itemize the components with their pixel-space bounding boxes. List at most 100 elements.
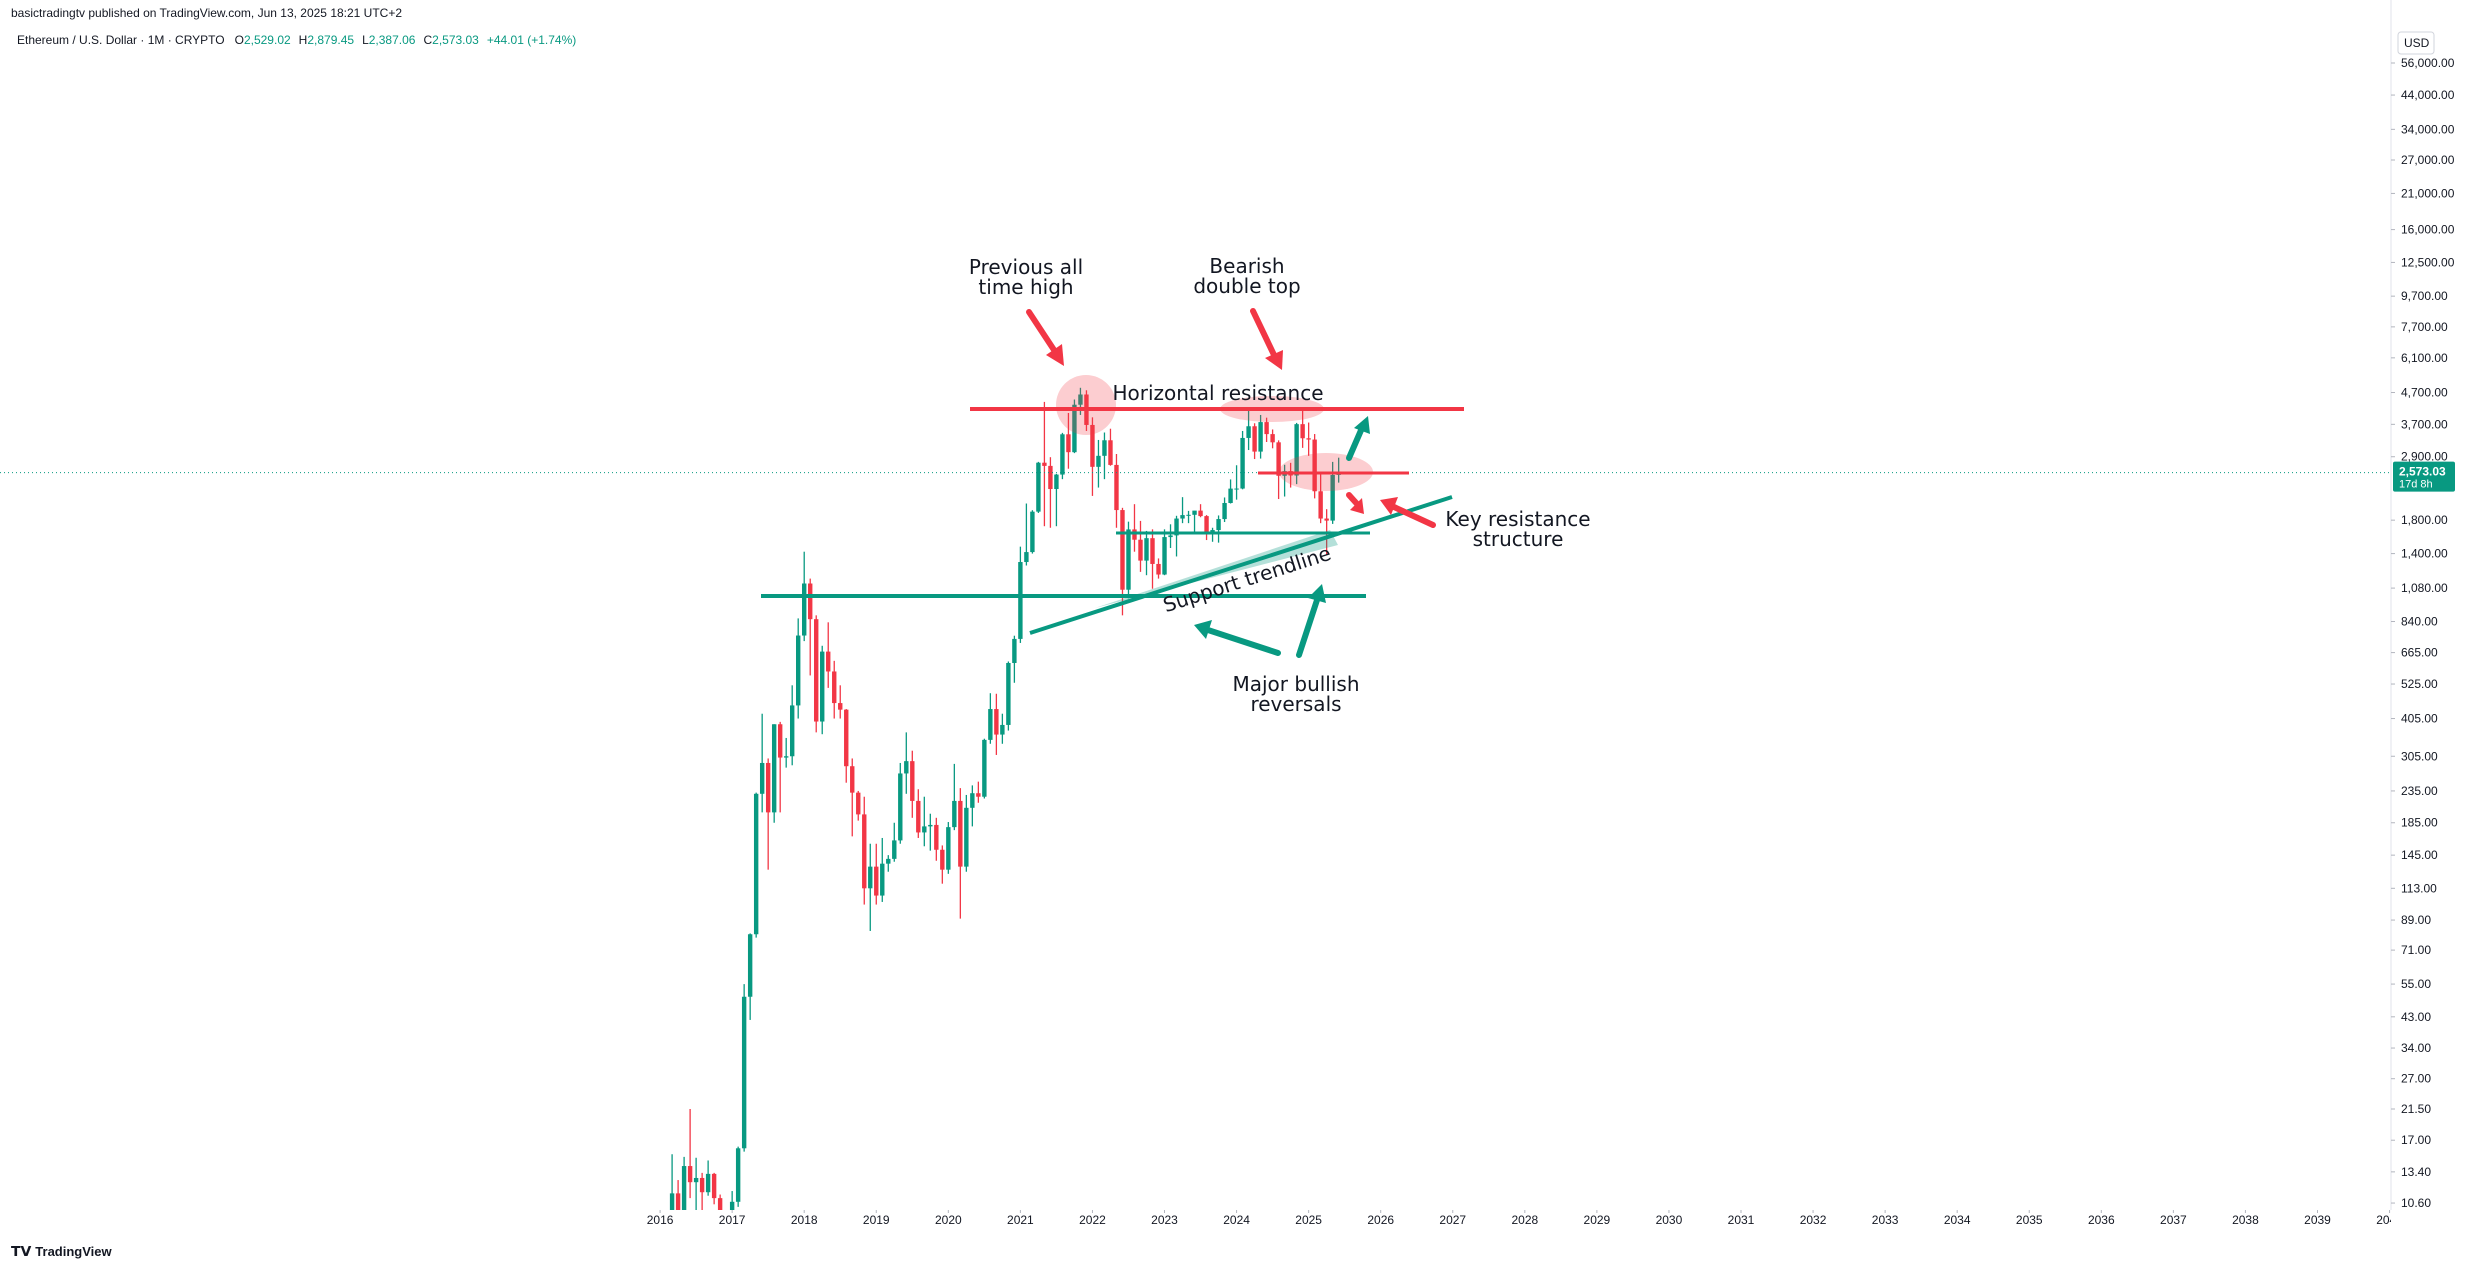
y-tick-label: 405.00 xyxy=(2401,712,2438,726)
candle-body xyxy=(1258,422,1263,452)
y-tick-label: 7,700.00 xyxy=(2401,320,2448,334)
candle-body xyxy=(814,619,819,722)
candle-body xyxy=(1222,502,1227,520)
candle-body xyxy=(1162,537,1167,575)
y-tick-label: 56,000.00 xyxy=(2401,56,2455,70)
candle-body xyxy=(705,1173,711,1193)
candle-body xyxy=(940,849,945,870)
candle-body xyxy=(910,761,915,801)
annotation: Horizontal resistance xyxy=(1112,381,1323,405)
candle-body xyxy=(1156,563,1161,575)
key-ellipse xyxy=(1279,453,1373,491)
y-tick-label: 34,000.00 xyxy=(2401,122,2455,136)
y-tick-label: 840.00 xyxy=(2401,615,2438,629)
arrow-head xyxy=(1354,416,1370,434)
annotation: time high xyxy=(978,275,1073,299)
candle-body xyxy=(675,1193,681,1210)
candle-body xyxy=(1036,462,1041,512)
arrow-head xyxy=(1046,344,1064,366)
candle-body xyxy=(1042,462,1047,466)
symbol: Ethereum / U.S. Dollar · 1M · CRYPTO xyxy=(17,33,225,47)
y-tick-label: 34.00 xyxy=(2401,1041,2431,1055)
candle-body xyxy=(1234,488,1239,490)
candle-body xyxy=(1090,424,1095,467)
candle-body xyxy=(1126,529,1131,590)
candle-body xyxy=(1264,422,1269,435)
candle-body xyxy=(1012,638,1017,663)
candle-body xyxy=(1228,488,1233,503)
ath-circle xyxy=(1056,375,1116,435)
candle-body xyxy=(729,1201,735,1210)
candle-body xyxy=(1252,426,1257,452)
symbol-legend: Ethereum / U.S. Dollar · 1M · CRYPTO O 2,5… xyxy=(17,33,576,47)
price-label: 2,573.03 xyxy=(2399,465,2446,479)
currency[interactable]: USD xyxy=(2404,36,2430,50)
y-tick-label: 44,000.00 xyxy=(2401,88,2455,102)
candle-body xyxy=(1210,530,1215,533)
candle-body xyxy=(832,671,837,704)
candle-body xyxy=(687,1166,693,1183)
candle-body xyxy=(850,766,855,793)
y-tick-label: 16,000.00 xyxy=(2401,223,2455,237)
x-tick-label: 2032 xyxy=(1800,1213,1827,1227)
arrow xyxy=(1346,425,1365,461)
candle-body xyxy=(1168,535,1173,538)
annotation: Key resistance xyxy=(1445,507,1590,531)
o: O xyxy=(235,33,244,47)
candle-body xyxy=(753,793,759,935)
candle-body xyxy=(1198,510,1203,517)
annotation: structure xyxy=(1473,527,1564,551)
candle-body xyxy=(681,1166,687,1210)
x-tick-label: 2025 xyxy=(1295,1213,1322,1227)
y-tick-label: 21.50 xyxy=(2401,1102,2431,1116)
candle-body xyxy=(946,827,951,870)
y-tick-label: 145.00 xyxy=(2401,848,2438,862)
candle-body xyxy=(1108,440,1113,465)
candle-body xyxy=(1066,434,1071,453)
arrow xyxy=(1296,594,1321,658)
candle-body xyxy=(741,996,747,1149)
logo: 𝗧𝗩 xyxy=(11,1243,35,1259)
c: C xyxy=(423,33,432,47)
y-tick-label: 6,100.00 xyxy=(2401,351,2448,365)
candle-body xyxy=(898,773,903,841)
x-tick-label: 2036 xyxy=(2088,1213,2115,1227)
h-value: 2,879.45 xyxy=(307,33,354,47)
candle-body xyxy=(862,814,867,889)
arrow xyxy=(1250,308,1278,360)
plot xyxy=(0,387,2391,1210)
arrow xyxy=(1346,492,1361,508)
x-tick-label: 2028 xyxy=(1511,1213,1538,1227)
arrow-head xyxy=(1308,584,1326,603)
arrow xyxy=(1391,504,1436,528)
y-tick-label: 27,000.00 xyxy=(2401,153,2455,167)
candle-body xyxy=(856,792,861,815)
price-axis: 10.60 13.40 17.00 21.50 27.00 34.00 43.00 55.00… xyxy=(2390,0,2455,1210)
candle-body xyxy=(765,762,771,813)
annotation: reversals xyxy=(1250,692,1341,716)
candle-body xyxy=(988,709,993,740)
annotation: Major bullish xyxy=(1232,672,1359,696)
x-tick-label: 2030 xyxy=(1656,1213,1683,1227)
c-value: 2,573.03 xyxy=(432,33,479,47)
candle-body xyxy=(1276,442,1281,476)
candle-body xyxy=(1192,510,1197,515)
y-tick-label: 71.00 xyxy=(2401,943,2431,957)
candle-body xyxy=(976,793,981,797)
y-tick-label: 665.00 xyxy=(2401,646,2438,660)
currency-box[interactable] xyxy=(2397,31,2435,55)
candle-body xyxy=(1102,440,1107,456)
candle-body xyxy=(1060,434,1065,475)
candle-body xyxy=(820,651,825,722)
candle-body xyxy=(802,583,807,636)
candle-body xyxy=(1048,465,1053,490)
brand: 𝗧𝗩 TradingView xyxy=(11,1243,113,1259)
candle-body xyxy=(1030,511,1035,553)
candle-body xyxy=(1240,437,1245,489)
candle-body xyxy=(874,866,879,896)
candle-body xyxy=(783,756,789,758)
candle-body xyxy=(777,724,783,758)
candle-body xyxy=(789,705,795,757)
